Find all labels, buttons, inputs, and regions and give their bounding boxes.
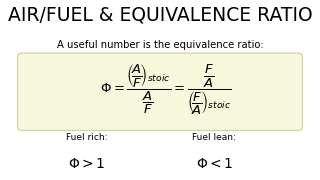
Text: Fuel rich:: Fuel rich:	[66, 133, 107, 142]
Text: $\Phi = \dfrac{\left(\!\dfrac{A}{F}\!\right)_{\mathit{stoic}}}{\dfrac{A}{F}} = \: $\Phi = \dfrac{\left(\!\dfrac{A}{F}\!\ri…	[100, 63, 232, 117]
Text: Fuel lean:: Fuel lean:	[192, 133, 236, 142]
Text: $\Phi > 1$: $\Phi > 1$	[68, 157, 105, 171]
FancyBboxPatch shape	[18, 53, 302, 130]
Text: $\Phi < 1$: $\Phi < 1$	[196, 157, 233, 171]
Text: A useful number is the equivalence ratio:: A useful number is the equivalence ratio…	[57, 40, 263, 51]
Text: AIR/FUEL & EQUIVALENCE RATIO: AIR/FUEL & EQUIVALENCE RATIO	[8, 5, 312, 24]
